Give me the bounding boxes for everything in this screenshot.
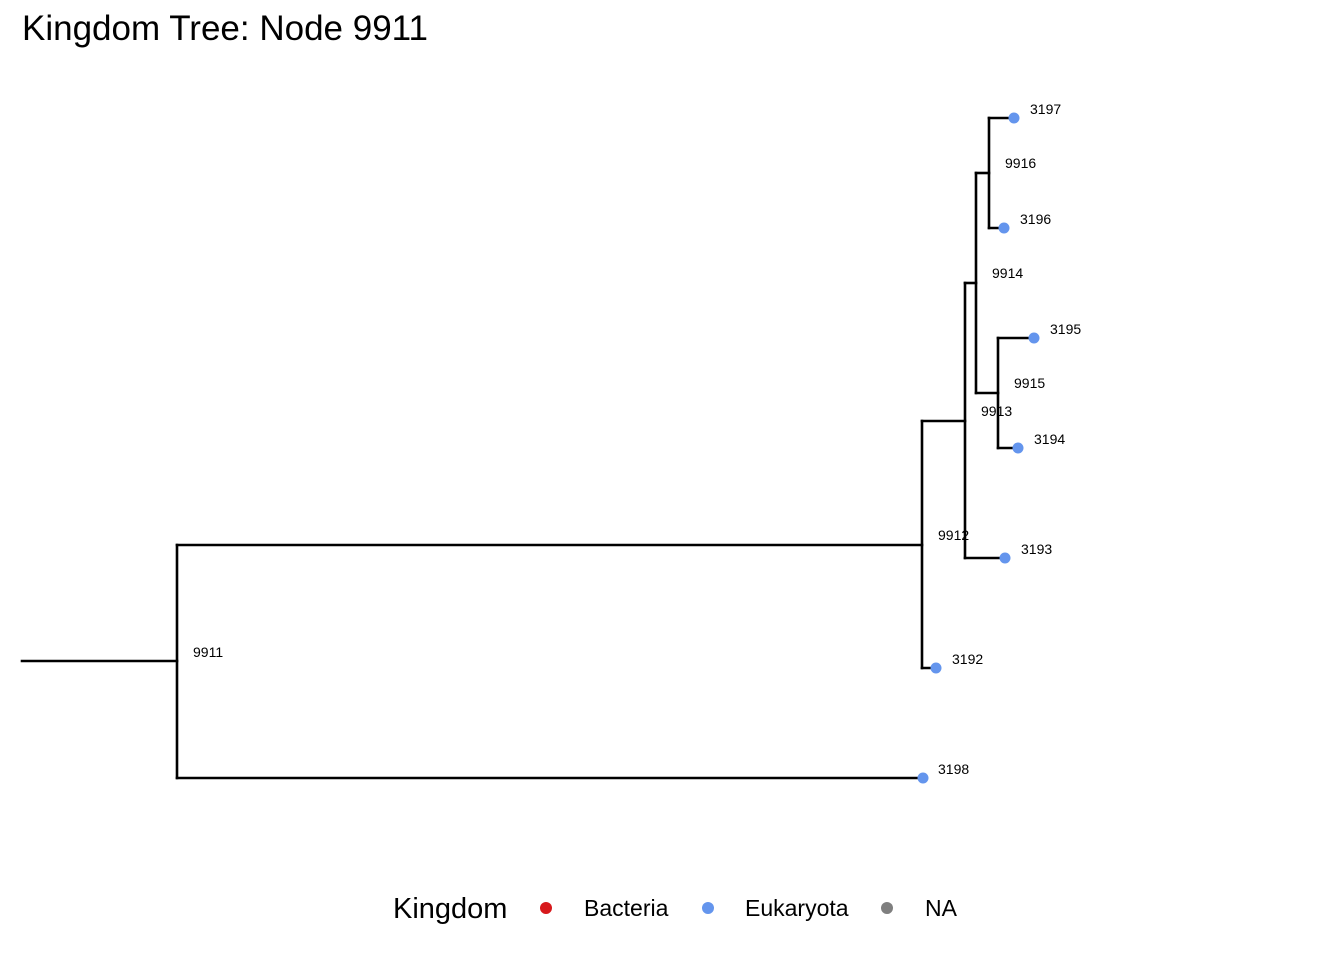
legend-key-bacteria xyxy=(540,902,552,914)
node-label-3198: 3198 xyxy=(938,761,969,777)
tip-point-3196 xyxy=(998,222,1010,234)
tip-point-3197 xyxy=(1008,112,1020,124)
tip-points xyxy=(917,112,1040,784)
tip-point-3194 xyxy=(1012,442,1024,454)
legend-label-na: NA xyxy=(925,895,958,921)
node-label-3196: 3196 xyxy=(1020,211,1051,227)
legend-key-na xyxy=(881,902,893,914)
legend-label-bacteria: Bacteria xyxy=(584,895,669,921)
node-labels: 9911 9912 9913 9914 9916 9915 3197 3196 3195 3194… xyxy=(193,101,1081,777)
node-label-9911: 9911 xyxy=(193,644,223,660)
node-label-9915: 9915 xyxy=(1014,375,1045,391)
node-label-9912: 9912 xyxy=(938,527,969,543)
tip-point-3192 xyxy=(930,662,942,674)
node-label-9913: 9913 xyxy=(981,403,1012,419)
legend-key-eukaryota xyxy=(702,902,714,914)
legend: Kingdom Bacteria Eukaryota NA xyxy=(393,893,958,925)
node-label-3193: 3193 xyxy=(1021,541,1052,557)
tip-point-3195 xyxy=(1028,332,1040,344)
tree-branches xyxy=(20,116,1036,780)
tip-point-3193 xyxy=(999,552,1011,564)
node-label-9916: 9916 xyxy=(1005,155,1036,171)
node-label-3195: 3195 xyxy=(1050,321,1081,337)
node-label-9914: 9914 xyxy=(992,265,1023,281)
legend-title: Kingdom xyxy=(393,893,507,925)
node-label-3197: 3197 xyxy=(1030,101,1061,117)
tip-point-3198 xyxy=(917,772,929,784)
legend-label-eukaryota: Eukaryota xyxy=(745,895,849,921)
node-label-3192: 3192 xyxy=(952,651,983,667)
node-label-3194: 3194 xyxy=(1034,431,1065,447)
chart-title: Kingdom Tree: Node 9911 xyxy=(22,9,428,48)
